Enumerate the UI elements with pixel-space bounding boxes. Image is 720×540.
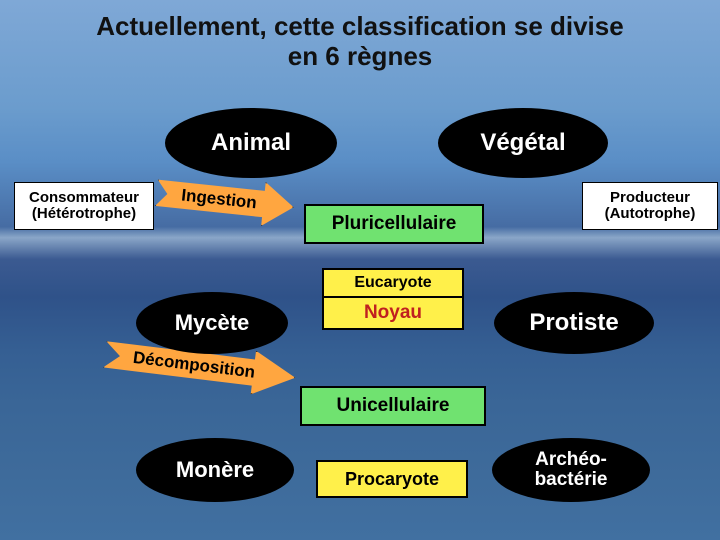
kingdom-mycete: Mycète <box>136 292 288 354</box>
anno-pluricellulaire: Pluricellulaire <box>304 204 484 244</box>
anno-eucaryote: Eucaryote <box>322 268 464 298</box>
kingdom-monere: Monère <box>136 438 294 502</box>
anno-unicellulaire: Unicellulaire <box>300 386 486 426</box>
kingdom-protiste: Protiste <box>494 292 654 354</box>
kingdom-animal: Animal <box>165 108 337 178</box>
kingdom-archeo: Archéo- bactérie <box>492 438 650 502</box>
label-producteur: Producteur (Autotrophe) <box>582 182 718 230</box>
kingdom-vegetal: Végétal <box>438 108 608 178</box>
anno-noyau: Noyau <box>322 296 464 330</box>
anno-procaryote: Procaryote <box>316 460 468 498</box>
diagram-stage: Actuellement, cette classification se di… <box>0 0 720 540</box>
label-consommateur: Consommateur (Hétérotrophe) <box>14 182 154 230</box>
